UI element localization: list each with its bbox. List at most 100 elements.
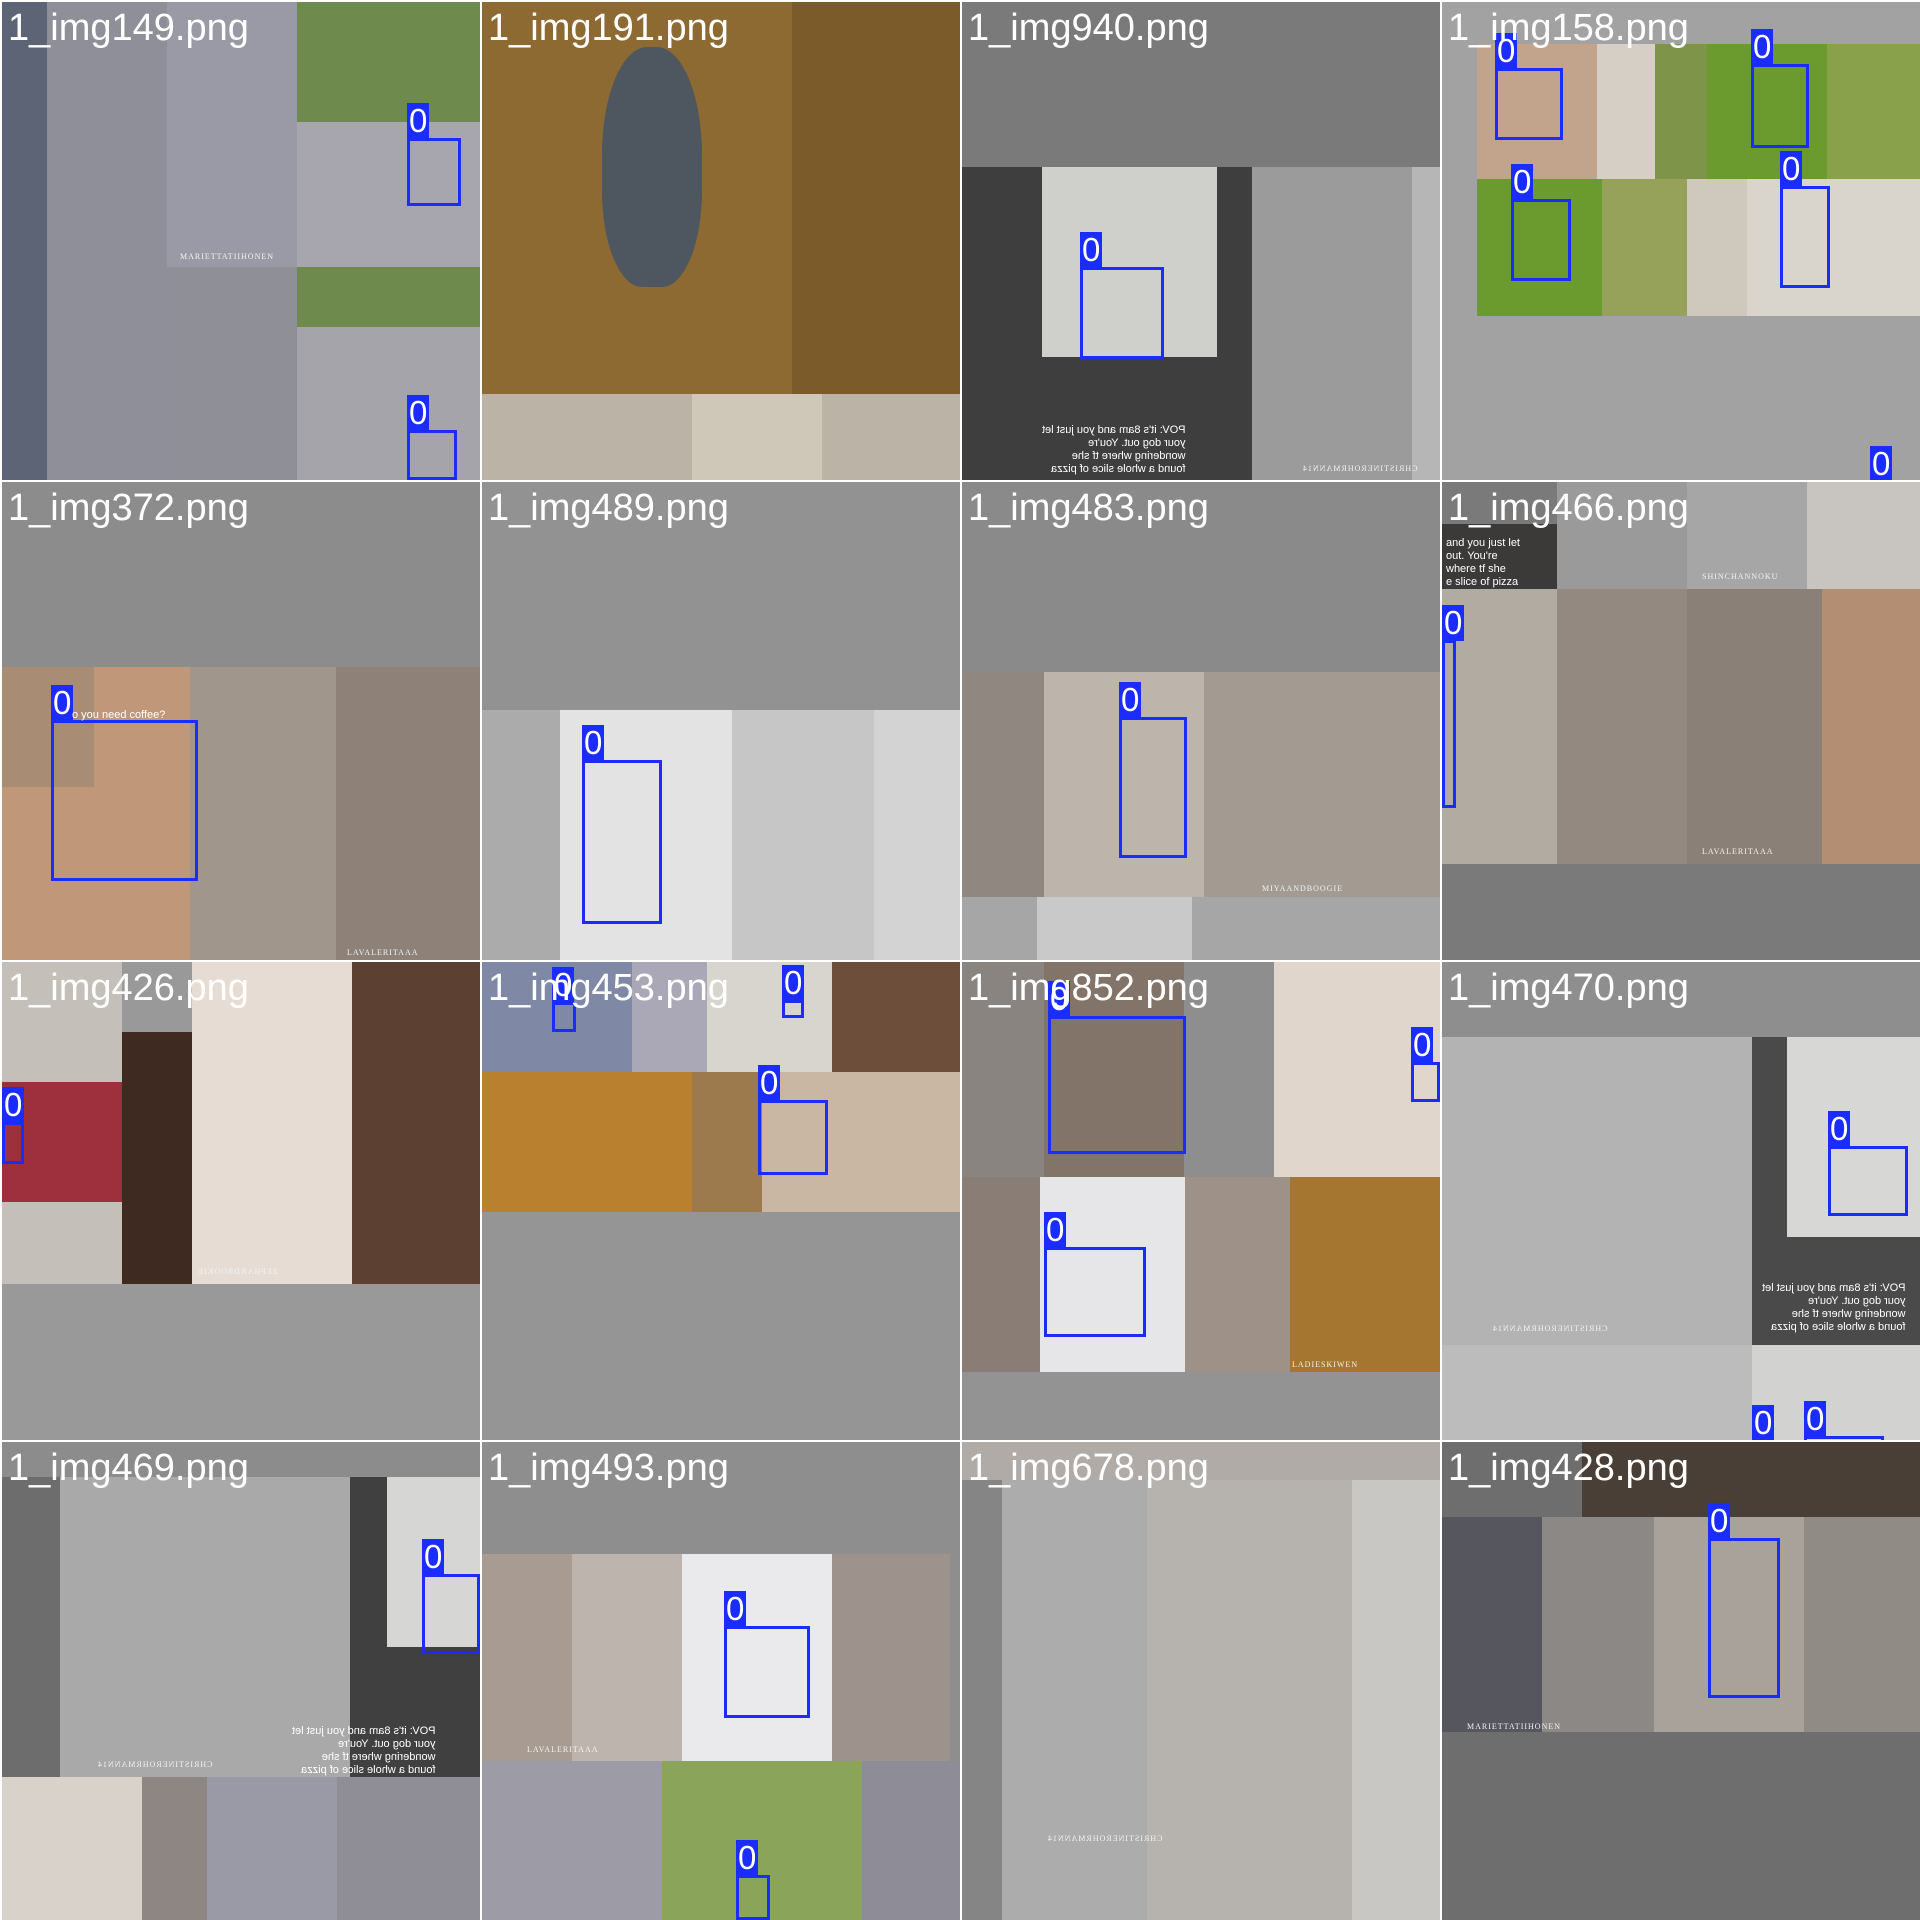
class-label: 0 bbox=[782, 964, 805, 1001]
photo-region bbox=[1804, 1517, 1920, 1732]
photo-region bbox=[1147, 1480, 1352, 1920]
photo-region bbox=[1827, 44, 1920, 179]
watermark: MARIETTATIIHONEN bbox=[180, 252, 275, 261]
tile-filename: 1_img940.png bbox=[968, 7, 1209, 49]
photo-region bbox=[962, 897, 1440, 960]
tile-filename: 1_img149.png bbox=[8, 7, 249, 49]
photo-region bbox=[1442, 1517, 1542, 1732]
photo-region bbox=[662, 1761, 862, 1920]
tile-1-img158: 0 0 0 0 0 1_img158.png bbox=[1442, 2, 1920, 480]
detection-box: 0 bbox=[1708, 1503, 1780, 1698]
class-label: 0 bbox=[758, 1064, 781, 1101]
photo-region bbox=[190, 667, 336, 960]
class-label: 0 bbox=[1048, 980, 1071, 1017]
photo-region bbox=[336, 667, 480, 960]
photo-region bbox=[962, 1480, 1002, 1920]
detection-box: 0 bbox=[407, 395, 457, 480]
tile-1-img191: 1_img191.png bbox=[482, 2, 960, 480]
photo-region bbox=[122, 1032, 192, 1284]
caption-text: POV: it's 8am and you just let your dog … bbox=[292, 1725, 436, 1776]
photo-region bbox=[692, 394, 822, 480]
photo-region bbox=[1687, 179, 1747, 316]
photo-region bbox=[1290, 1177, 1440, 1372]
photo-region bbox=[1352, 1480, 1440, 1920]
photo-region bbox=[1787, 1037, 1920, 1237]
watermark: CHRISTINEROHRMANN14 bbox=[1492, 1324, 1608, 1333]
class-label: 0 bbox=[1751, 28, 1774, 65]
detection-box: 0 bbox=[1119, 682, 1187, 858]
photo-region bbox=[482, 482, 960, 710]
tile-filename: 1_img428.png bbox=[1448, 1447, 1689, 1489]
detection-box: 0 bbox=[1780, 151, 1830, 288]
class-label: 0 bbox=[2, 1086, 25, 1123]
watermark: LAVALERITAAA bbox=[527, 1745, 599, 1754]
photo-region bbox=[167, 2, 297, 267]
photo-region bbox=[60, 1477, 350, 1777]
photo-region bbox=[962, 1442, 1440, 1480]
tile-1-img466: and you just let out. You're where tf sh… bbox=[1442, 482, 1920, 960]
tile-1-img428: MARIETTATIIHONEN 0 1_img428.png bbox=[1442, 1442, 1920, 1920]
class-label: 0 bbox=[1511, 163, 1534, 200]
tile-filename: 1_img489.png bbox=[488, 487, 729, 529]
tile-1-img852: LADIESKIWEN 0 0 0 1_img852.png bbox=[962, 962, 1440, 1440]
photo-region bbox=[1655, 44, 1707, 179]
photo-region bbox=[1807, 482, 1920, 589]
photo-region bbox=[1747, 179, 1920, 316]
tile-1-img493: LAVALERITAAA 0 0 1_img493.png bbox=[482, 1442, 960, 1920]
photo-region bbox=[962, 2, 1440, 167]
class-label: 0 bbox=[422, 1538, 445, 1575]
photo-region bbox=[762, 1072, 960, 1212]
detection-box: 0 bbox=[1828, 1111, 1908, 1216]
dog-silhouette bbox=[602, 47, 702, 287]
tile-1-img470: POV: it's 8am and you just let your dog … bbox=[1442, 962, 1920, 1440]
class-label: 0 bbox=[582, 724, 605, 761]
watermark: CHRISTINEROHRMANN14 bbox=[1302, 464, 1418, 473]
photo-region bbox=[337, 1777, 480, 1920]
watermark: CHRISTINEROHRMANN14 bbox=[1047, 1834, 1163, 1843]
photo-region bbox=[1442, 1037, 1752, 1345]
tile-filename: 1_img158.png bbox=[1448, 7, 1689, 49]
class-label: 0 bbox=[1804, 1400, 1827, 1437]
photo-region bbox=[482, 1761, 662, 1920]
photo-region bbox=[692, 1072, 762, 1212]
class-label: 0 bbox=[51, 684, 74, 721]
detection-box: 0 bbox=[758, 1065, 828, 1175]
tile-filename: 1_img493.png bbox=[488, 1447, 729, 1489]
photo-region bbox=[1040, 1177, 1185, 1372]
photo-region bbox=[962, 672, 1044, 897]
photo-region bbox=[1442, 524, 1557, 589]
photo-region bbox=[2, 1477, 60, 1777]
tile-filename: 1_img426.png bbox=[8, 967, 249, 1009]
watermark: MIYAANDBOOGIE bbox=[1262, 884, 1343, 893]
class-label: 0 bbox=[1495, 32, 1518, 69]
caption-text: POV: it's 8am and you just let your dog … bbox=[1042, 424, 1186, 475]
class-label: 0 bbox=[1442, 604, 1465, 641]
photo-region bbox=[1582, 1442, 1920, 1517]
caption-text: o you need coffee? bbox=[72, 709, 166, 721]
detection-box: 0 bbox=[1048, 981, 1186, 1154]
photo-region bbox=[1002, 1480, 1147, 1920]
class-label: 0 bbox=[552, 966, 575, 1003]
detection-box: 0 bbox=[552, 967, 576, 1032]
photo-region bbox=[1597, 44, 1655, 179]
detection-box: 0 bbox=[736, 1840, 770, 1920]
detection-box: 0 bbox=[407, 103, 461, 206]
class-label: 0 bbox=[736, 1839, 759, 1876]
detection-box: 0 bbox=[422, 1539, 480, 1654]
photo-region bbox=[707, 962, 832, 1072]
tile-1-img149: MARIETTATIIHONEN 0 0 1_img149.png bbox=[2, 2, 480, 480]
tile-1-img483: MIYAANDBOOGIE 0 1_img483.png bbox=[962, 482, 1440, 960]
tile-1-img453: 0 0 0 1_img453.png bbox=[482, 962, 960, 1440]
detection-box: 0 bbox=[1751, 29, 1809, 148]
tile-filename: 1_img469.png bbox=[8, 1447, 249, 1489]
photo-region bbox=[2, 1777, 142, 1920]
photo-region bbox=[297, 2, 480, 122]
detection-box: 0 bbox=[1044, 1212, 1146, 1337]
class-label: 0 bbox=[1828, 1110, 1851, 1147]
photo-region bbox=[1822, 589, 1920, 864]
class-label: 0 bbox=[1044, 1211, 1067, 1248]
detection-box: 0 bbox=[1442, 605, 1465, 808]
detection-box: 0 bbox=[1411, 1027, 1440, 1102]
photo-region bbox=[1184, 962, 1274, 1177]
